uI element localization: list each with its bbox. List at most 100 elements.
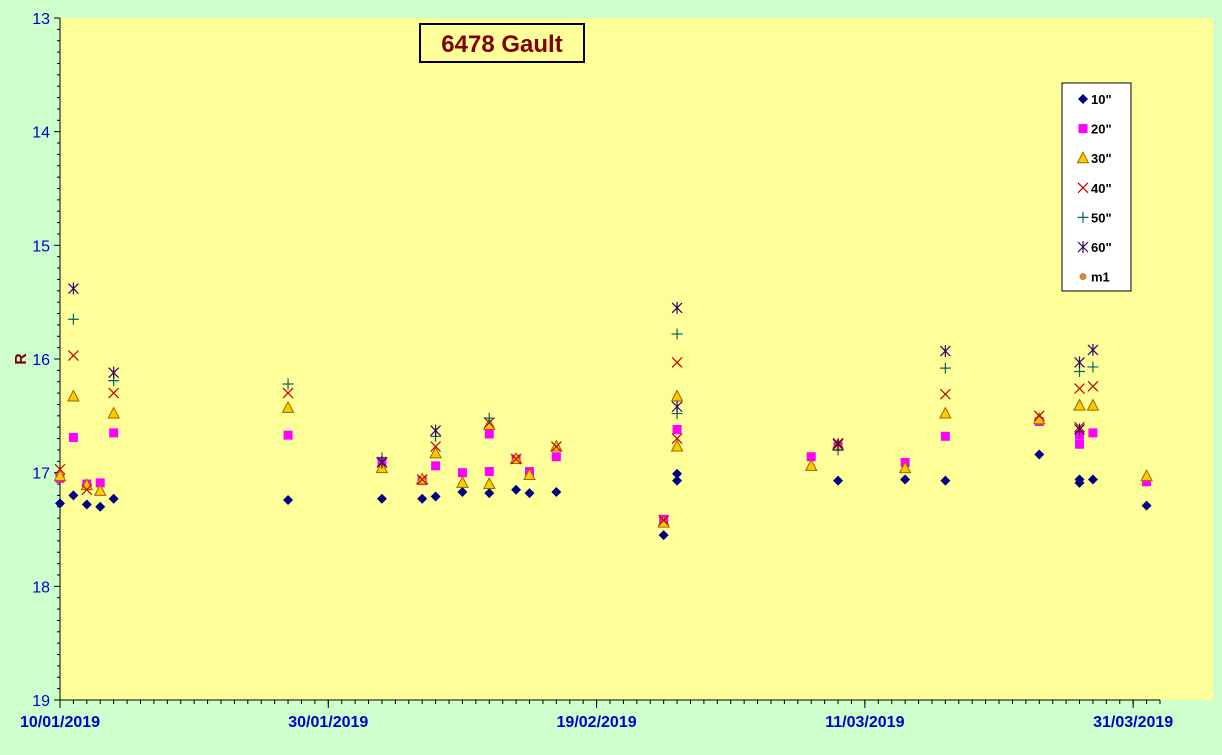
data-point-series-4 xyxy=(67,350,79,362)
legend-label: m1 xyxy=(1091,270,1110,285)
y-tick-label: 16 xyxy=(32,352,50,369)
data-point-series-2 xyxy=(457,468,467,478)
legend-item: 10" xyxy=(1078,92,1112,107)
data-point-series-1 xyxy=(658,530,669,541)
data-point-series-1 xyxy=(95,501,106,512)
legend-item: 20" xyxy=(1078,122,1112,137)
data-point-series-2 xyxy=(551,452,561,462)
y-axis: 13 14 15 16 17 18 19 xyxy=(32,11,61,710)
data-point-series-3 xyxy=(482,476,496,490)
data-point-series-1 xyxy=(108,493,119,504)
legend-marker xyxy=(1077,211,1089,223)
legend-item: m1 xyxy=(1079,270,1110,285)
data-point-series-1 xyxy=(457,486,468,497)
data-point-series-3 xyxy=(1073,398,1086,411)
data-point-series-6 xyxy=(939,345,951,358)
data-point-series-2 xyxy=(484,467,494,477)
data-point-series-3 xyxy=(804,458,818,471)
data-point-series-3 xyxy=(1086,398,1100,411)
data-point-series-2 xyxy=(1075,439,1085,449)
data-point-series-4 xyxy=(81,484,93,496)
data-point-series-3 xyxy=(67,389,80,402)
data-point-series-3 xyxy=(523,467,536,480)
y-axis-label: R xyxy=(13,353,30,365)
data-point-series-4 xyxy=(282,387,294,399)
y-tick-label: 18 xyxy=(32,579,50,596)
data-point-series-1 xyxy=(81,499,92,510)
data-point-series-3 xyxy=(93,483,107,496)
data-point-series-3 xyxy=(53,468,67,482)
legend-item: 60" xyxy=(1077,240,1112,255)
data-point-series-4 xyxy=(939,388,951,400)
data-point-series-6 xyxy=(376,456,388,469)
data-point-series-1 xyxy=(833,475,844,486)
data-point-series-2 xyxy=(1088,428,1098,438)
data-point-series-1 xyxy=(672,468,683,479)
legend-label: 40" xyxy=(1091,181,1112,196)
data-point-series-5 xyxy=(67,313,79,325)
data-point-series-1 xyxy=(1141,500,1152,511)
data-point-series-5 xyxy=(483,412,495,424)
data-point-series-3 xyxy=(429,446,442,459)
data-point-series-2 xyxy=(109,428,119,438)
data-point-series-2 xyxy=(940,431,950,441)
data-point-series-1 xyxy=(672,475,683,486)
data-point-series-5 xyxy=(939,362,951,374)
data-point-series-2 xyxy=(95,478,105,488)
data-point-series-2 xyxy=(431,461,441,471)
legend-label: 20" xyxy=(1091,122,1112,137)
legend-item: 50" xyxy=(1077,210,1112,225)
y-tick-label: 14 xyxy=(32,125,50,142)
data-point-series-2 xyxy=(806,452,816,462)
data-point-series-4 xyxy=(1033,410,1045,422)
data-point-series-1 xyxy=(1034,449,1045,460)
y-tick-label: 17 xyxy=(32,466,50,483)
y-tick-label: 15 xyxy=(32,238,50,255)
data-point-series-1 xyxy=(524,488,535,499)
data-point-series-3 xyxy=(281,400,295,413)
x-tick-label: 11/03/2019 xyxy=(825,714,904,731)
data-point-series-5 xyxy=(1087,361,1099,373)
data-point-series-4 xyxy=(108,387,120,399)
data-point-series-4 xyxy=(671,433,683,444)
data-point-series-4 xyxy=(1087,380,1099,392)
data-point-series-4 xyxy=(510,453,522,465)
legend-label: 10" xyxy=(1091,92,1112,107)
data-point-series-3 xyxy=(107,406,120,419)
x-tick-label: 10/01/2019 xyxy=(20,714,100,731)
data-point-series-6 xyxy=(1074,423,1085,436)
data-point-series-6 xyxy=(108,366,120,379)
data-point-series-3 xyxy=(482,417,496,430)
legend-marker xyxy=(1077,182,1089,194)
data-point-series-4 xyxy=(1074,383,1085,394)
data-point-series-1 xyxy=(430,491,441,502)
x-tick-label: 31/03/2019 xyxy=(1093,714,1173,731)
data-point-series-3 xyxy=(898,461,912,474)
data-point-series-2 xyxy=(484,429,494,439)
data-point-series-1 xyxy=(940,475,951,486)
data-point-series-3 xyxy=(939,406,952,419)
data-point-series-3 xyxy=(456,475,469,488)
chart-title-box: 6478 Gault xyxy=(419,23,585,63)
legend-marker xyxy=(1076,151,1090,164)
x-axis: 10/01/2019 30/01/2019 19/02/2019 11/03/2019… xyxy=(20,699,1173,731)
legend-item: 30" xyxy=(1076,151,1112,166)
data-point-series-3 xyxy=(657,515,670,528)
chart-title: 6478 Gault xyxy=(441,31,562,58)
data-point-series-1 xyxy=(484,488,495,499)
data-point-series-1 xyxy=(900,474,911,485)
data-point-series-6 xyxy=(671,301,683,314)
data-point-series-6 xyxy=(430,424,442,437)
data-point-series-4 xyxy=(671,356,683,368)
legend-marker xyxy=(1078,124,1088,134)
legend-label: 60" xyxy=(1091,240,1112,255)
data-point-series-1 xyxy=(55,498,65,509)
y-tick-label: 13 xyxy=(32,11,50,28)
data-point-series-1 xyxy=(1074,477,1085,488)
legend: 10" 20" 30" 40" 50" 60" m1 xyxy=(1061,82,1132,292)
legend-label: 50" xyxy=(1091,210,1112,225)
plot-area xyxy=(60,18,1213,700)
data-point-series-1 xyxy=(1087,474,1098,485)
legend-item: 40" xyxy=(1077,181,1112,196)
